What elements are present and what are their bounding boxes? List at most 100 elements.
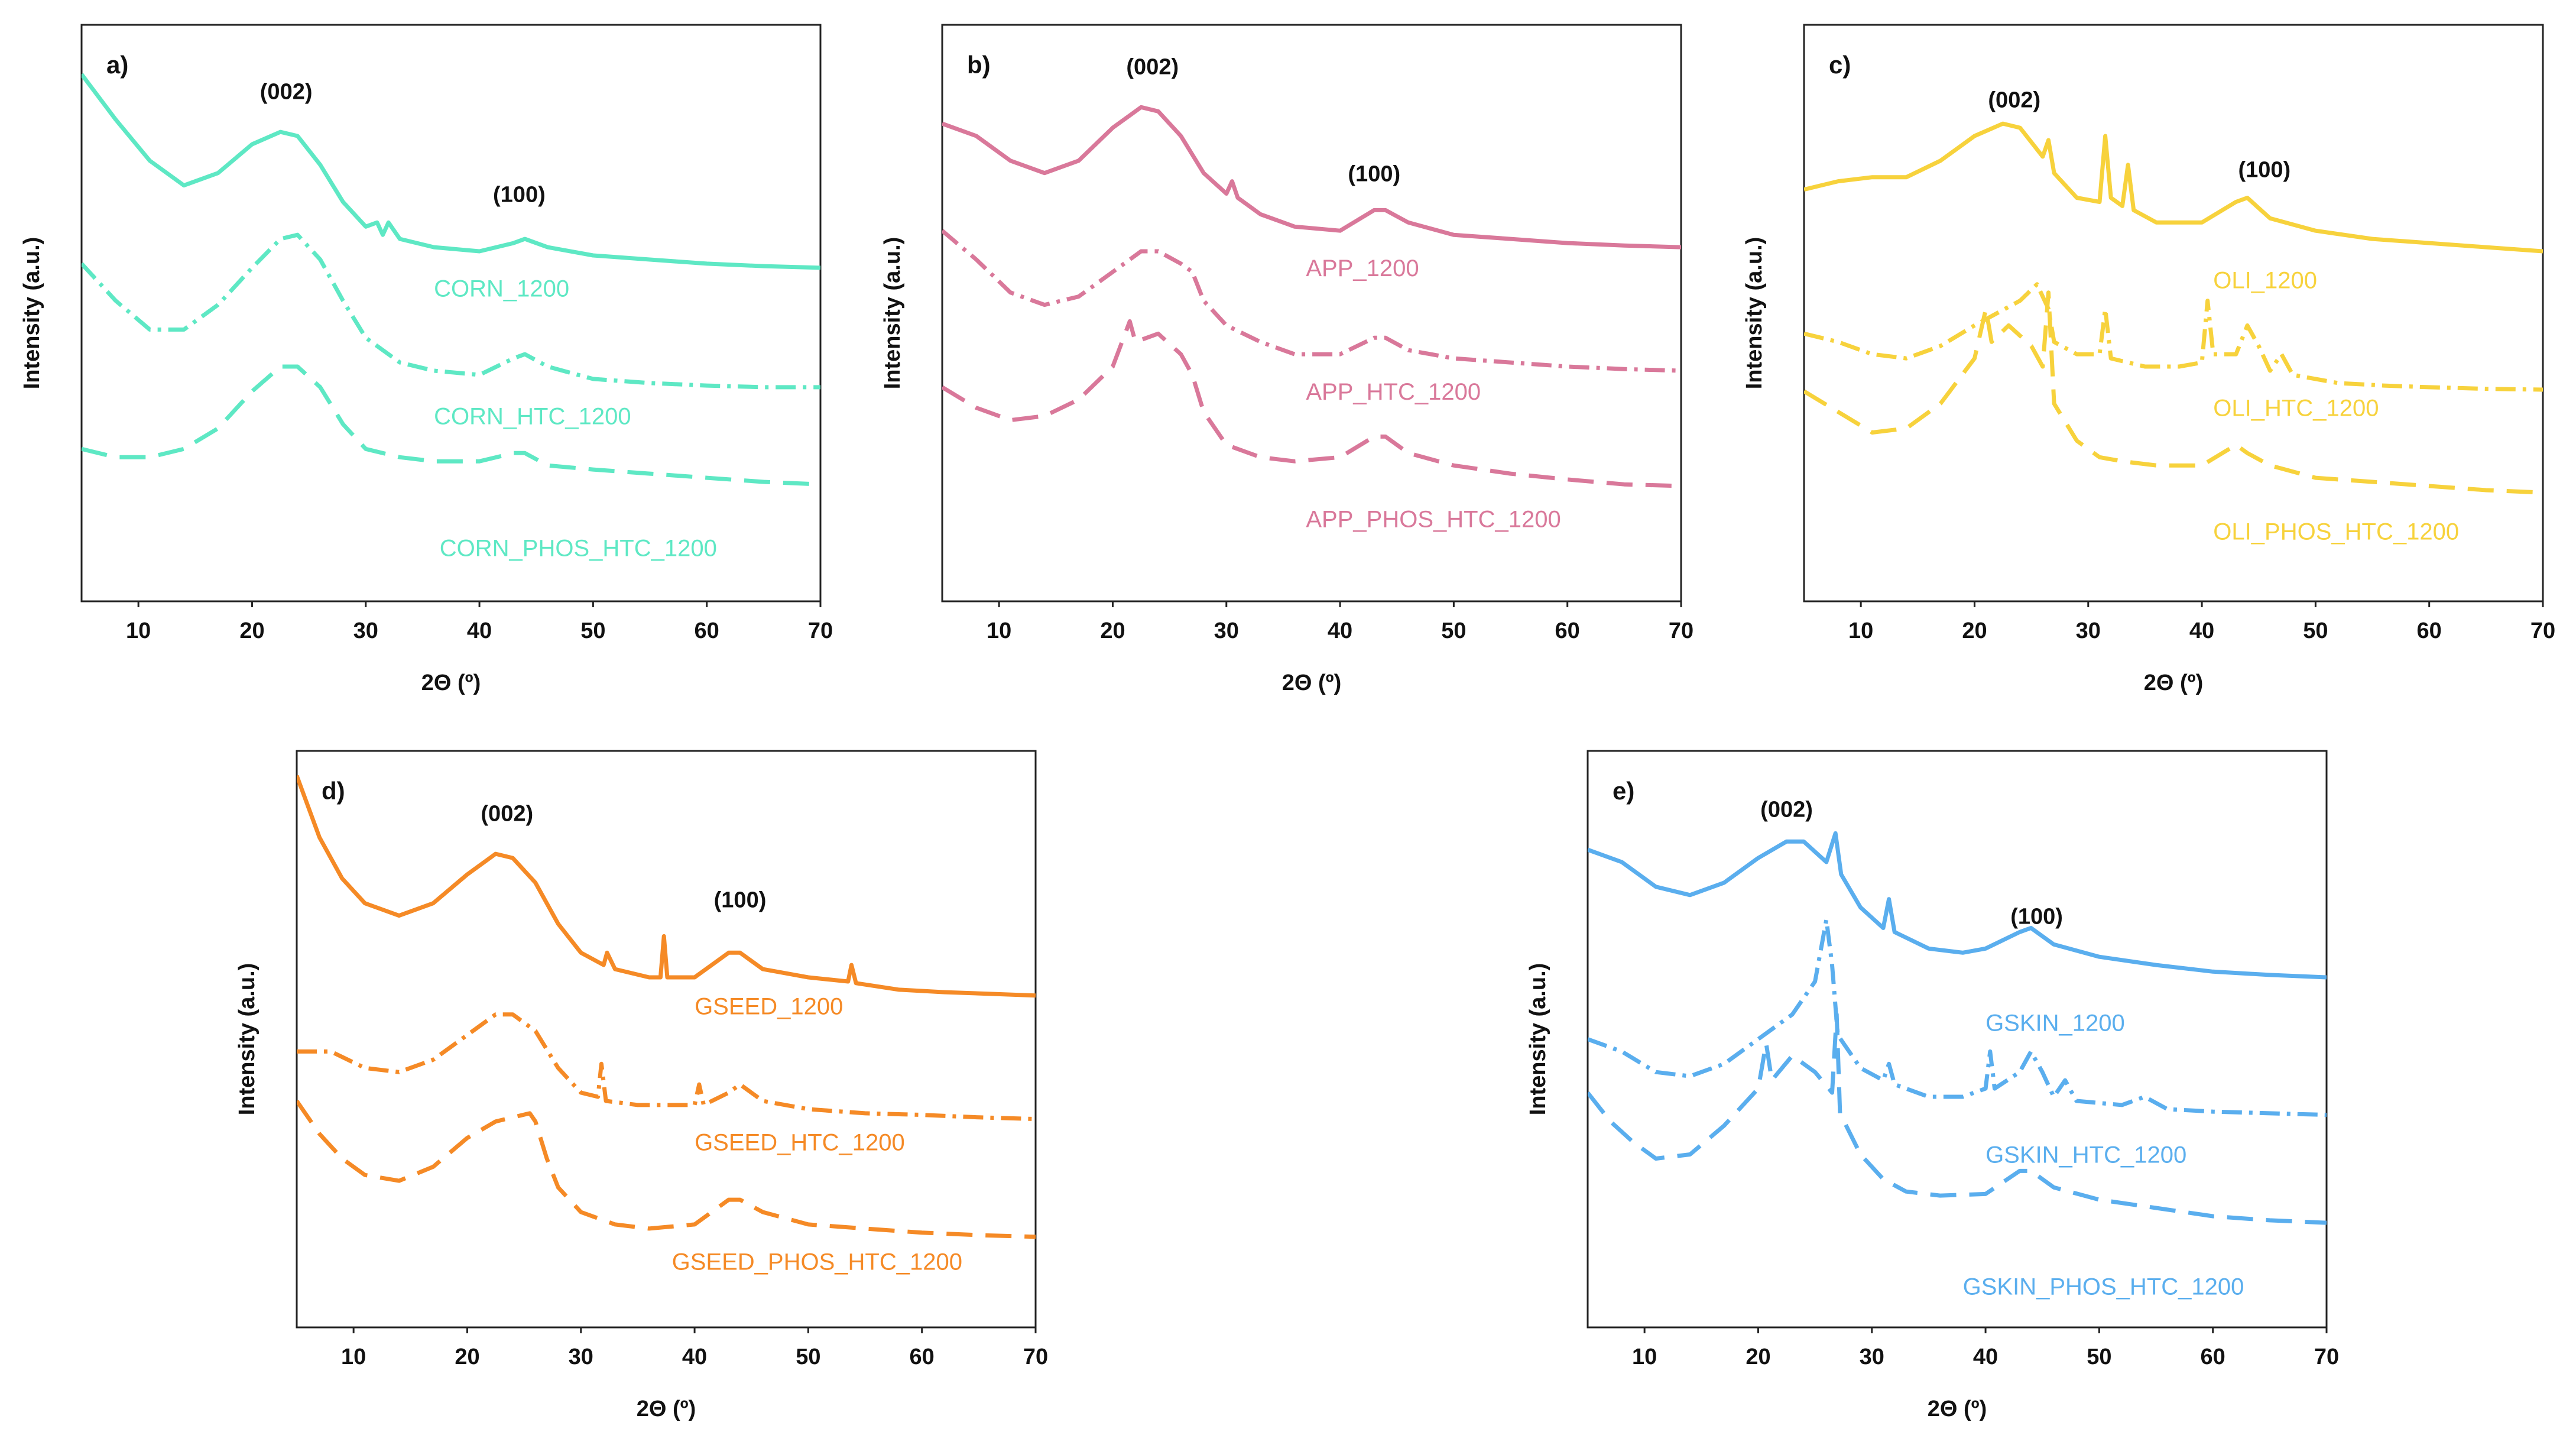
series-line-1 xyxy=(942,105,1681,250)
x-tick-label: 50 xyxy=(580,618,605,643)
x-axis-title: 2Θ (º) xyxy=(1282,670,1341,695)
series-label: APP_HTC_1200 xyxy=(1306,379,1481,405)
x-tick-label: 20 xyxy=(1962,618,1987,643)
x-tick-label: 40 xyxy=(2189,618,2214,643)
chart-panel-3: c) 10 20 30 40 50 60 70 2Θ (º) Intensity (a.u.) OL… xyxy=(1742,24,2555,695)
x-axis-title: 2Θ (º) xyxy=(637,1397,696,1421)
x-tick-label: 40 xyxy=(682,1345,707,1369)
plot-frame xyxy=(1803,24,2544,602)
peak-label: (002) xyxy=(260,79,313,104)
x-tick-label: 60 xyxy=(910,1345,935,1369)
series-label: GSEED_PHOS_HTC_1200 xyxy=(672,1249,962,1275)
series-label: GSEED_HTC_1200 xyxy=(695,1130,905,1156)
x-tick-label: 30 xyxy=(1860,1345,1884,1369)
x-tick-label: 70 xyxy=(1023,1345,1048,1369)
series-line-1 xyxy=(1804,121,2543,254)
x-tick-label: 60 xyxy=(1555,618,1580,643)
x-tick-label: 10 xyxy=(987,618,1011,643)
x-tick-label: 70 xyxy=(2314,1345,2339,1369)
panel-label: e) xyxy=(1613,777,1634,805)
x-tick-label: 40 xyxy=(1973,1345,1998,1369)
peak-label: (100) xyxy=(2238,158,2291,183)
series-line-2 xyxy=(1588,918,2327,1117)
series-label: APP_PHOS_HTC_1200 xyxy=(1306,507,1560,533)
series-line-2 xyxy=(942,229,1681,373)
chart-panel-2: b) 10 20 30 40 50 60 70 2Θ (º) Intensity (a.u.) AP… xyxy=(880,24,1693,695)
x-tick-label: 20 xyxy=(455,1345,479,1369)
x-axis-title: 2Θ (º) xyxy=(421,670,481,695)
x-tick-label: 40 xyxy=(467,618,492,643)
y-axis-title: Intensity (a.u.) xyxy=(1742,237,1767,390)
x-tick-label: 60 xyxy=(2201,1345,2225,1369)
x-tick-label: 20 xyxy=(1100,618,1125,643)
series-line-1 xyxy=(82,73,820,270)
series-label: GSKIN_HTC_1200 xyxy=(1985,1142,2186,1168)
panel-label: c) xyxy=(1829,51,1851,79)
x-axis-title: 2Θ (º) xyxy=(1928,1397,1987,1421)
chart-panel-1: a) 10 20 30 40 50 60 70 2Θ (º) Intensity (a.u.) CO… xyxy=(20,24,833,695)
x-tick-label: 60 xyxy=(2417,618,2442,643)
series-line-2 xyxy=(297,1012,1036,1122)
series-line-3 xyxy=(1588,1012,2327,1225)
x-tick-label: 70 xyxy=(1669,618,1693,643)
plot-frame xyxy=(296,750,1037,1329)
x-tick-label: 50 xyxy=(2303,618,2328,643)
peak-label: (002) xyxy=(1126,55,1179,80)
x-tick-label: 20 xyxy=(239,618,264,643)
plot-frame xyxy=(80,24,822,602)
series-line-3 xyxy=(1804,290,2543,495)
y-axis-title: Intensity (a.u.) xyxy=(235,963,259,1116)
series-line-1 xyxy=(1588,831,2327,980)
y-axis-title: Intensity (a.u.) xyxy=(20,237,44,390)
x-axis-title: 2Θ (º) xyxy=(2144,670,2203,695)
x-tick-label: 70 xyxy=(808,618,833,643)
panel-label: a) xyxy=(106,51,128,79)
x-tick-label: 50 xyxy=(796,1345,820,1369)
series-line-1 xyxy=(297,775,1036,998)
series-line-2 xyxy=(1804,282,2543,392)
y-axis-title: Intensity (a.u.) xyxy=(1526,963,1550,1116)
x-tick-label: 30 xyxy=(2076,618,2101,643)
peak-label: (100) xyxy=(493,182,546,207)
peak-label: (100) xyxy=(1348,162,1400,187)
x-tick-label: 10 xyxy=(1632,1345,1657,1369)
panel-label: b) xyxy=(967,51,991,79)
y-axis-title: Intensity (a.u.) xyxy=(880,237,905,390)
x-tick-label: 50 xyxy=(1441,618,1466,643)
series-line-3 xyxy=(942,319,1681,488)
x-tick-label: 10 xyxy=(1848,618,1873,643)
series-label: CORN_1200 xyxy=(434,276,569,302)
panel-label: d) xyxy=(322,777,345,805)
plot-frame xyxy=(941,24,1682,602)
peak-label: (100) xyxy=(714,888,767,913)
series-line-3 xyxy=(82,364,820,487)
x-tick-label: 30 xyxy=(1214,618,1239,643)
x-tick-label: 70 xyxy=(2530,618,2555,643)
peak-label: (002) xyxy=(1988,88,2040,112)
series-label: CORN_HTC_1200 xyxy=(434,404,631,430)
x-tick-label: 60 xyxy=(695,618,719,643)
peak-label: (002) xyxy=(1760,797,1813,822)
peak-label: (002) xyxy=(481,801,533,826)
x-tick-label: 30 xyxy=(353,618,378,643)
chart-panel-5: e) 10 20 30 40 50 60 70 2Θ (º) Intensity (a.u.) GS… xyxy=(1526,750,2339,1421)
chart-panel-4: d) 10 20 30 40 50 60 70 2Θ (º) Intensity (a.u.) GS… xyxy=(235,750,1048,1421)
series-label: APP_1200 xyxy=(1306,255,1419,281)
series-line-2 xyxy=(82,232,820,390)
x-tick-label: 10 xyxy=(126,618,151,643)
x-tick-label: 30 xyxy=(569,1345,593,1369)
series-label: OLI_PHOS_HTC_1200 xyxy=(2213,519,2459,545)
series-label: GSKIN_1200 xyxy=(1985,1010,2125,1036)
x-tick-label: 40 xyxy=(1328,618,1352,643)
series-label: GSKIN_PHOS_HTC_1200 xyxy=(1963,1274,2244,1300)
x-tick-label: 10 xyxy=(341,1345,366,1369)
series-label: OLI_HTC_1200 xyxy=(2213,396,2379,422)
series-label: OLI_1200 xyxy=(2213,268,2317,294)
peak-label: (100) xyxy=(2010,905,2063,929)
x-tick-label: 50 xyxy=(2087,1345,2111,1369)
series-label: CORN_PHOS_HTC_1200 xyxy=(440,535,717,561)
series-line-3 xyxy=(297,1100,1036,1239)
plot-frame xyxy=(1587,750,2328,1329)
x-tick-label: 20 xyxy=(1746,1345,1770,1369)
